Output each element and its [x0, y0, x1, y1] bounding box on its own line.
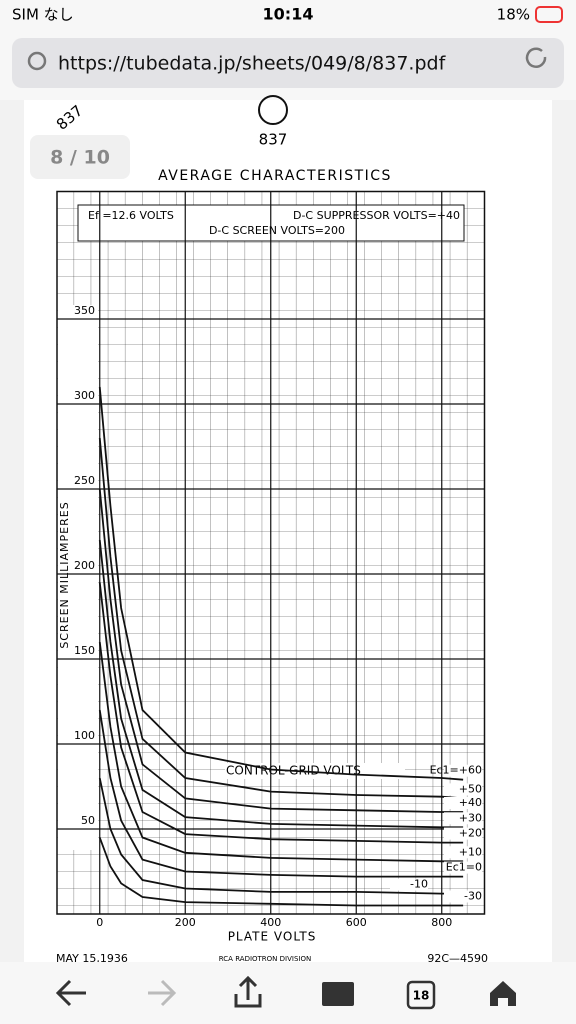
curve — [98, 777, 464, 895]
curve — [98, 437, 464, 800]
x-tick-label: 0 — [96, 916, 103, 929]
y-tick-label: 300 — [74, 389, 95, 402]
series-label-bg — [444, 827, 482, 840]
curve — [98, 641, 464, 863]
series-label: -30 — [464, 890, 482, 903]
search-icon — [27, 51, 47, 71]
series-label-bg — [444, 764, 482, 777]
series-label: +40 — [459, 796, 482, 809]
y-tick-label: 250 — [74, 474, 95, 487]
page-indicator-bg — [30, 135, 130, 179]
page-indicator: 8 / 10 — [50, 147, 110, 169]
footer-code: 92C—4590 — [427, 952, 488, 965]
url[interactable]: https://tubedata.jp/sheets/049/8/837.pdf — [58, 53, 447, 75]
forward-button[interactable] — [148, 979, 177, 1007]
url-bar[interactable] — [12, 38, 564, 88]
series-label-bg — [444, 861, 482, 874]
reload-icon[interactable] — [525, 47, 547, 68]
series-label-bg — [444, 783, 482, 796]
curve — [98, 837, 464, 907]
curve — [98, 488, 464, 813]
y-tick-label: 50 — [81, 814, 95, 827]
series-label: Ec1=+60 — [430, 764, 482, 777]
curve — [98, 709, 464, 878]
curve — [98, 582, 464, 844]
toolbar — [0, 962, 576, 1024]
series-label: +50 — [459, 782, 482, 795]
rca-logo — [258, 95, 288, 125]
curve — [98, 539, 464, 829]
bookmarks-button[interactable] — [322, 982, 354, 1006]
y-tick-label: 150 — [74, 644, 95, 657]
y-tick-label: 200 — [74, 559, 95, 572]
curve — [98, 386, 464, 781]
y-tick-label: 350 — [74, 304, 95, 317]
condition: Ef =12.6 VOLTS — [88, 209, 174, 222]
series-label: +20 — [459, 827, 482, 840]
series-label-bg — [444, 812, 482, 825]
time: 10:14 — [263, 5, 314, 24]
y-label-strip — [58, 305, 98, 850]
battery-icon — [535, 6, 563, 23]
series-label: Ec1=0 — [446, 861, 482, 874]
x-axis-label: PLATE VOLTS — [228, 930, 317, 944]
x-tick-label: 200 — [175, 916, 196, 929]
y-axis-label: SCREEN MILLIAMPERES — [58, 501, 71, 648]
tab-count[interactable]: 18 — [413, 989, 430, 1003]
carrier: SIM なし — [12, 6, 74, 24]
x-tick-label: 600 — [346, 916, 367, 929]
series-label-bg — [444, 890, 482, 903]
tabs-button[interactable] — [406, 980, 436, 1010]
series-label-bg — [444, 846, 482, 859]
chart-title: AVERAGE CHARACTERISTICS — [158, 168, 392, 184]
series-label: +30 — [459, 811, 482, 824]
y-tick-label: 100 — [74, 729, 95, 742]
condition: D-C SCREEN VOLTS=200 — [209, 224, 345, 237]
footer-division: RCA RADIOTRON DIVISION — [219, 955, 311, 963]
x-tick-label: 400 — [260, 916, 281, 929]
condition: D-C SUPPRESSOR VOLTS=+40 — [293, 209, 460, 222]
footer-date: MAY 15,1936 — [56, 952, 128, 965]
share-button[interactable] — [234, 975, 262, 1008]
series-label: +10 — [459, 845, 482, 858]
x-tick-label: 800 — [431, 916, 452, 929]
plot: 50 100 150 200 250 300 350 0 200 400 600 800 Ec1=+60… — [57, 191, 485, 929]
back-button[interactable] — [55, 979, 86, 1007]
series-label: -10 — [410, 878, 428, 891]
battery-text: 18% — [497, 6, 530, 24]
series-label-bg — [444, 797, 482, 809]
tube-number: 837 — [259, 131, 288, 149]
series-label-bg — [390, 878, 428, 891]
home-button[interactable] — [490, 981, 516, 1006]
